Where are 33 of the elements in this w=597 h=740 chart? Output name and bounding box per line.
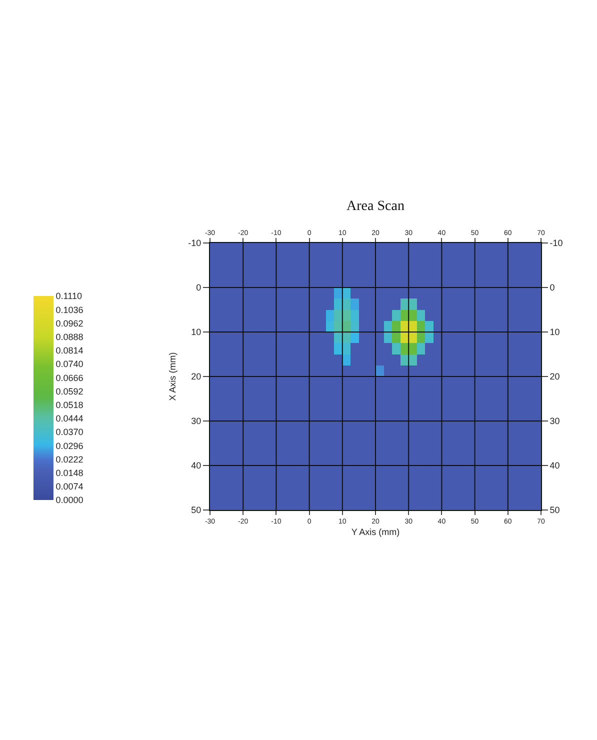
chart-title: Area Scan: [346, 198, 404, 214]
y2-tick-label: 40: [550, 460, 560, 471]
y-tick-label: 40: [191, 460, 202, 471]
y2-tick-label: 30: [550, 416, 560, 426]
color-bar-label: 0.0592: [56, 386, 84, 396]
color-bar-label: 0.1036: [56, 304, 84, 315]
y-tick-label: 50: [191, 505, 202, 516]
color-bar-label: 0.0666: [56, 372, 84, 383]
color-bar-label: 0.1110: [56, 291, 82, 302]
y-tick-label: 10: [191, 327, 202, 338]
y-tick-label: 30: [191, 416, 202, 426]
y2-tick-label: 20: [550, 372, 560, 382]
color-bar-label: 0.0074: [56, 482, 84, 492]
color-bar-label: 0.0518: [56, 400, 84, 410]
color-bar-label: 0.0962: [56, 318, 84, 328]
color-bar-label: 0.0814: [56, 346, 84, 356]
y-axis-title: X Axis (mm): [168, 352, 178, 401]
y-tick-label: 20: [191, 372, 202, 382]
y2-tick-label: -10: [550, 238, 563, 248]
color-bar-label: 0.0000: [56, 495, 84, 506]
y-tick-label: 0: [196, 282, 202, 293]
color-bar-label: 0.0740: [56, 359, 84, 370]
color-bar-label: 0.0370: [56, 427, 84, 438]
y-tick-label: -10: [188, 238, 202, 248]
x-axis-title: Y Axis (mm): [351, 527, 400, 538]
y2-tick-label: 50: [550, 505, 560, 516]
color-bar-label: 0.0148: [56, 468, 84, 478]
y2-tick-label: 10: [550, 327, 560, 338]
color-bar-label: 0.0888: [56, 332, 84, 342]
color-bar-label: 0.0444: [56, 414, 84, 424]
color-bar-label: 0.0296: [56, 440, 84, 451]
y2-tick-label: 0: [550, 282, 555, 293]
color-bar-label: 0.0222: [56, 454, 84, 464]
